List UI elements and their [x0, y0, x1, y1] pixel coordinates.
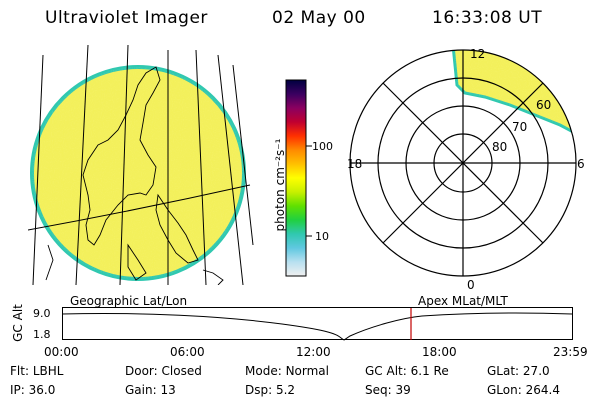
info-flt: Flt: LBHL — [10, 364, 64, 378]
time-label: 16:33:08 UT — [432, 8, 543, 28]
info-seq: Seq: 39 — [365, 383, 411, 397]
info-dsp: Dsp: 5.2 — [245, 383, 296, 397]
mlt-label-0: 0 — [467, 278, 475, 292]
lat-label-60: 60 — [536, 98, 552, 112]
timeline-xtick-0: 00:00 — [44, 345, 79, 359]
lat-label-70: 70 — [512, 120, 528, 134]
timeline-xtick-4: 23:59 — [553, 345, 588, 359]
geo-grid-lines — [28, 45, 254, 285]
timeline-xtick-3: 18:00 — [422, 345, 457, 359]
mlt-label-6: 6 — [577, 157, 585, 171]
colorbar-tick-10: 10 — [315, 230, 329, 243]
timeline-left-title: Geographic Lat/Lon — [70, 294, 188, 308]
info-glon: GLon: 264.4 — [487, 383, 560, 397]
polar-plot — [349, 49, 577, 277]
mlt-label-12: 12 — [470, 47, 486, 61]
lat-label-80: 80 — [492, 140, 508, 154]
mlt-label-18: 18 — [347, 157, 363, 171]
altitude-curve — [62, 312, 573, 341]
timeline-frame — [62, 307, 573, 340]
timeline-xtick-2: 12:00 — [296, 345, 331, 359]
colorbar-gradient — [285, 79, 307, 277]
instrument-title: Ultraviolet Imager — [45, 8, 208, 28]
colorbar — [285, 79, 312, 277]
timeline-ytick-max: 9.0 — [33, 307, 51, 320]
polar-grid — [349, 49, 577, 277]
uv-earth-image — [28, 45, 254, 285]
info-glat: GLat: 27.0 — [487, 364, 550, 378]
timeline-axis-label: GC Alt — [11, 304, 25, 342]
colorbar-unit: photon cm⁻²s⁻¹ — [273, 138, 287, 232]
info-ip: IP: 36.0 — [10, 383, 56, 397]
timeline-xtick-1: 06:00 — [170, 345, 205, 359]
info-gc-alt: GC Alt: 6.1 Re — [365, 364, 449, 378]
info-gain: Gain: 13 — [125, 383, 176, 397]
date-label: 02 May 00 — [272, 8, 366, 28]
info-door: Door: Closed — [125, 364, 202, 378]
timeline-ytick-min: 1.8 — [33, 328, 51, 341]
colorbar-tick-100: 100 — [312, 140, 333, 153]
coastline-outline — [45, 66, 224, 285]
info-mode: Mode: Normal — [245, 364, 329, 378]
altitude-timeline — [62, 307, 573, 341]
timeline-right-title: Apex MLat/MLT — [418, 294, 508, 308]
colorbar-tick-marks — [306, 145, 312, 237]
